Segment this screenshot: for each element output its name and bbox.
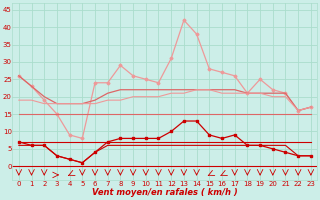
X-axis label: Vent moyen/en rafales ( km/h ): Vent moyen/en rafales ( km/h ) <box>92 188 238 197</box>
